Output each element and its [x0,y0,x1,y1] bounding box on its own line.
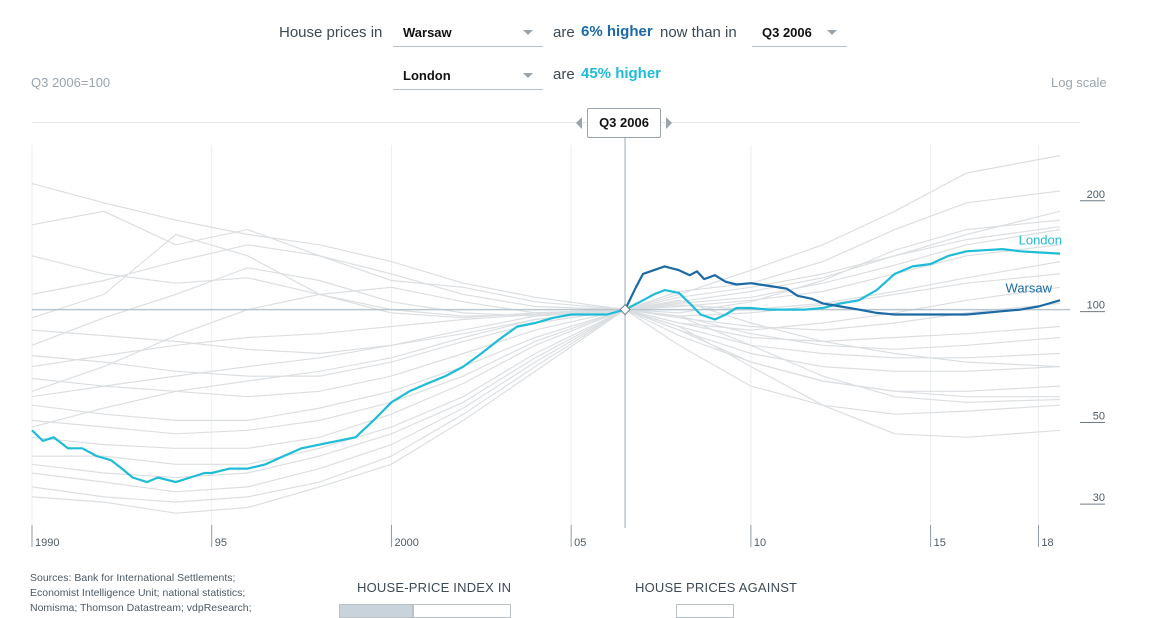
city-select-primary[interactable]: Warsaw [393,17,543,47]
background-series-line [31,308,1061,449]
chevron-down-icon [523,30,533,35]
background-series-line [31,286,1061,421]
base-label: Q3 2006=100 [31,75,111,90]
secondary-change-text: 45% higher [581,65,662,82]
sources-note: Sources: Bank for International Settleme… [30,571,252,616]
background-series-line [31,210,1061,317]
x-tick-label: 05 [574,537,586,549]
scale-label: Log scale [1051,75,1107,90]
highlight-series: London Warsaw [31,233,1062,484]
background-series-line [31,190,1061,311]
are-label-2: are [553,66,575,83]
x-tick-label: 15 [934,537,946,549]
background-series-line [31,308,1061,514]
against-toggle-button[interactable] [676,604,734,618]
background-series-line [31,308,1061,493]
y-tick-label: 100 [1087,300,1105,312]
index-toggle-button[interactable] [413,604,511,618]
y-tick-label: 50 [1093,410,1105,422]
background-series-line [31,155,1061,311]
x-tick-label: 10 [754,537,766,549]
background-series-line [31,299,1061,428]
prefix-label: House prices in [279,24,383,41]
axes: 1990 95 2000 05 10 15 18 30 50 100 200 [31,189,1105,549]
reference-lines [32,138,1070,528]
primary-change-text: 6% higher [581,23,653,40]
background-series-line [31,244,1061,392]
sources-line: Sources: Bank for International Settleme… [30,572,236,584]
x-tick-label: 2000 [394,537,418,549]
city-select-primary-value: Warsaw [403,25,452,40]
x-tick-label: 1990 [35,537,59,549]
sources-line: Economist Intelligence Unit; national st… [30,587,246,599]
background-series-line [31,308,1061,479]
city-select-secondary[interactable]: London [393,60,543,90]
prices-against-heading: HOUSE PRICES AGAINST [635,580,798,595]
series-label-warsaw: Warsaw [1006,280,1053,295]
date-next-arrow-icon[interactable] [666,117,672,129]
are-label-1: are [553,24,575,41]
background-series-line [31,308,1061,438]
reference-point-marker [619,303,631,316]
background-series-line [31,273,1061,398]
series-label-london: London [1019,233,1062,248]
chart-top-rule [32,122,1080,123]
now-than-in-label: now than in [660,24,737,41]
background-series-line [31,302,1061,435]
chevron-down-icon [827,30,837,35]
date-select-value: Q3 2006 [762,25,812,40]
series-line-warsaw [624,265,1061,316]
chevron-down-icon [523,73,533,78]
y-tick-label: 200 [1087,189,1105,201]
x-tick-label: 18 [1041,537,1053,549]
x-tick-label: 95 [215,537,227,549]
index-in-heading: HOUSE-PRICE INDEX IN [357,580,512,595]
index-toggle-button-active[interactable] [339,604,413,618]
y-tick-label: 30 [1093,492,1105,504]
sources-line: Nomisma; Thomson Datastream; vdpResearch… [30,602,252,614]
background-series-line [32,308,1061,465]
background-series-line [31,219,1061,314]
background-series-line [31,308,1060,503]
date-select[interactable]: Q3 2006 [752,17,847,47]
background-series [31,155,1061,514]
date-prev-arrow-icon[interactable] [576,117,582,129]
city-select-secondary-value: London [403,68,451,83]
series-line-london [31,248,1061,484]
date-scrubber-badge[interactable]: Q3 2006 [587,108,661,138]
gridlines [31,145,1039,525]
background-series-line [31,308,1061,403]
